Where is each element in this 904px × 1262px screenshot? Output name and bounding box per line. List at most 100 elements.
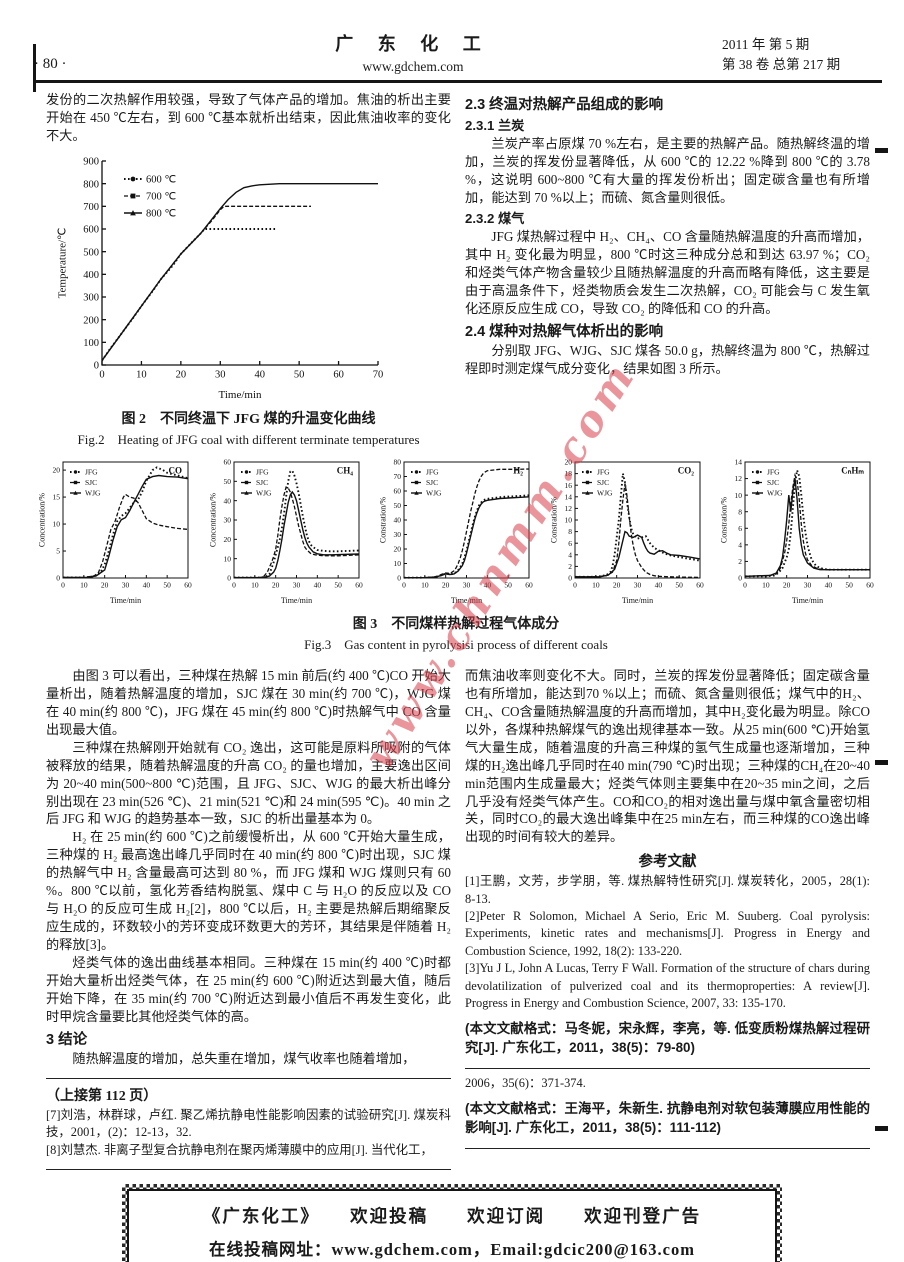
svg-text:10: 10 — [80, 580, 88, 589]
svg-text:JFG: JFG — [597, 467, 610, 476]
paragraph-2-3-2: JFG 煤热解过程中 H₂、CH₄、CO 含量随热解温度的升高而增加，其中 H₂… — [465, 228, 870, 316]
reference-2: [2]Peter R Solomon, Michael A Serio, Eri… — [465, 909, 870, 958]
svg-text:0: 0 — [402, 580, 406, 589]
svg-text:SJC: SJC — [597, 478, 609, 487]
svg-text:300: 300 — [83, 293, 99, 304]
svg-text:600 ℃: 600 ℃ — [146, 175, 176, 186]
svg-text:0: 0 — [227, 573, 231, 582]
svg-text:40: 40 — [313, 580, 321, 589]
fig3-ch4: 0 10 20 30 40 50 60 0 10 20 30 40 50 60 Time/min Concen… — [208, 457, 363, 605]
body-paragraph-1: 由图 3 可以看出，三种煤在热解 15 min 前后(约 400 ℃)CO 开始… — [46, 667, 451, 737]
svg-text:60: 60 — [333, 369, 344, 380]
svg-text:50: 50 — [394, 501, 402, 510]
bottom-columns: 由图 3 可以看出，三种煤在热解 15 min 前后(约 400 ℃)CO 开始… — [0, 659, 904, 1170]
svg-text:14: 14 — [735, 457, 743, 466]
body-paragraph-3: H₂ 在 25 min(约 600 ℃)之前缓慢析出，从 600 ℃开始大量生成… — [46, 829, 451, 953]
svg-text:10: 10 — [251, 580, 259, 589]
fig3-co: 0 10 20 30 40 50 6005101520Time/minConcentrati… — [38, 461, 192, 605]
svg-text:0: 0 — [397, 573, 401, 582]
issue-line2: 第 38 卷 总第 217 期 — [722, 56, 841, 72]
svg-text:JFG: JFG — [256, 467, 269, 476]
svg-text:Time/min: Time/min — [110, 596, 141, 605]
svg-text:SJC: SJC — [767, 478, 779, 487]
svg-text:20: 20 — [53, 466, 61, 475]
svg-text:100: 100 — [83, 338, 99, 349]
svg-text:CO: CO — [169, 465, 183, 475]
svg-text:4: 4 — [568, 550, 572, 559]
crop-mark-right-3 — [875, 1126, 888, 1131]
svg-text:20: 20 — [783, 580, 791, 589]
svg-text:0: 0 — [56, 573, 60, 582]
figure2-caption-en: Fig.2 Heating of JFG coal with different… — [77, 431, 420, 447]
figure3: 0 10 20 30 40 50 60 0 5 10 15 20 Time/min Concentrati… — [0, 448, 904, 653]
svg-text:Time/min: Time/min — [280, 596, 311, 605]
svg-text:50: 50 — [845, 580, 853, 589]
reference-3: [3]Yu J L, John A Lucas, Terry F Wall. F… — [465, 961, 870, 1010]
svg-text:400: 400 — [83, 270, 99, 281]
page-header: · 80 · 广 东 化 工 www.gdchem.com 2011 年 第 5… — [34, 30, 882, 83]
svg-text:6: 6 — [738, 524, 742, 533]
svg-text:800 ℃: 800 ℃ — [146, 209, 176, 220]
svg-text:500: 500 — [83, 247, 99, 258]
svg-text:30: 30 — [223, 515, 231, 524]
svg-text:SJC: SJC — [426, 478, 438, 487]
svg-text:20: 20 — [394, 544, 402, 553]
journal-name: 广 东 化 工 — [335, 34, 491, 54]
svg-text:30: 30 — [215, 369, 226, 380]
figure2-caption-cn: 图 2 不同终温下 JFG 煤的升温变化曲线 — [121, 411, 376, 427]
paragraph-2-3-1: 兰炭产率占原煤 70 %左右，是主要的热解产品。随热解终温的增加，兰炭的挥发份显… — [465, 136, 870, 205]
svg-text:Concentration/%: Concentration/% — [208, 492, 217, 547]
figure3-caption-cn: 图 3 不同煤样热解过程气体成分 — [352, 616, 560, 632]
svg-text:40: 40 — [394, 515, 402, 524]
reference-1: [1]王鹏，文芳，步学朋，等. 煤热解特性研究[J]. 煤炭转化，2005，28… — [465, 874, 870, 906]
svg-text:10: 10 — [394, 559, 402, 568]
svg-text:0: 0 — [94, 361, 99, 372]
heading-2-3: 2.3 终温对热解产品组成的影响 — [465, 97, 664, 113]
svg-text:10: 10 — [592, 580, 600, 589]
svg-text:40: 40 — [654, 580, 662, 589]
fig3-co2: 0 10 20 30 40 50 6002468101214161820Time/minCo… — [549, 457, 704, 604]
svg-text:5: 5 — [56, 547, 60, 556]
svg-text:Constration/%: Constration/% — [549, 496, 558, 543]
svg-text:0: 0 — [568, 573, 572, 582]
svg-text:20: 20 — [442, 580, 450, 589]
svg-text:12: 12 — [735, 474, 743, 483]
svg-text:SJC: SJC — [256, 478, 268, 487]
svg-text:12: 12 — [564, 504, 572, 513]
footer-notice-box: 《广东化工》 欢迎投稿 欢迎订阅 欢迎刊登广告 在线投稿网址：www.gdche… — [122, 1183, 782, 1262]
svg-text:60: 60 — [394, 486, 402, 495]
journal-url: www.gdchem.com — [362, 59, 464, 74]
body-paragraph-4: 烃类气体的逸出曲线基本相同。三种煤在 15 min(约 400 ℃)时都开始大量… — [46, 955, 451, 1024]
svg-text:WJG: WJG — [767, 488, 783, 497]
svg-text:8: 8 — [738, 507, 742, 516]
svg-text:JFG: JFG — [426, 467, 439, 476]
svg-text:20: 20 — [176, 369, 187, 380]
paragraph-2-4: 分别取 JFG、WJG、SJC 煤各 50.0 g，热解终温为 800 ℃，热解… — [465, 342, 870, 376]
figure3-co-chart: 0 10 20 30 40 50 60 0 5 10 15 20 Time/min Concentrati… — [36, 456, 194, 611]
continued-reference: 2006，35(6)：371-374. — [465, 1075, 586, 1090]
left-column-top: 发份的二次热解作用较强，导致了气体产品的增加。焦油的析出主要开始在 450 ℃左… — [46, 91, 451, 448]
svg-text:50: 50 — [294, 369, 305, 380]
svg-text:WJG: WJG — [426, 488, 442, 497]
svg-text:WJG: WJG — [597, 488, 613, 497]
svg-text:SJC: SJC — [85, 478, 97, 487]
svg-text:10: 10 — [735, 491, 743, 500]
svg-text:18: 18 — [564, 469, 572, 478]
svg-text:40: 40 — [825, 580, 833, 589]
svg-text:Time/min: Time/min — [219, 389, 262, 401]
svg-text:60: 60 — [525, 580, 533, 589]
svg-text:60: 60 — [223, 457, 231, 466]
figure3-caption-en: Fig.3 Gas content in pyrolysisi process … — [304, 636, 608, 652]
svg-text:Temperature/℃: Temperature/℃ — [57, 227, 69, 298]
crop-mark-right-1 — [875, 148, 888, 153]
svg-text:200: 200 — [83, 315, 99, 326]
svg-text:50: 50 — [163, 580, 171, 589]
heading-2-4: 2.4 煤种对热解气体析出的影响 — [465, 323, 664, 340]
right-column-top: 2.3 终温对热解产品组成的影响 2.3.1 兰炭 兰炭产率占原煤 70 %左右… — [465, 91, 870, 448]
svg-text:2: 2 — [568, 562, 572, 571]
svg-text:JFG: JFG — [85, 467, 98, 476]
heading-2-3-2: 2.3.2 煤气 — [465, 210, 525, 226]
right-column-divider — [465, 1067, 870, 1069]
heading-3: 3 结论 — [46, 1031, 88, 1048]
